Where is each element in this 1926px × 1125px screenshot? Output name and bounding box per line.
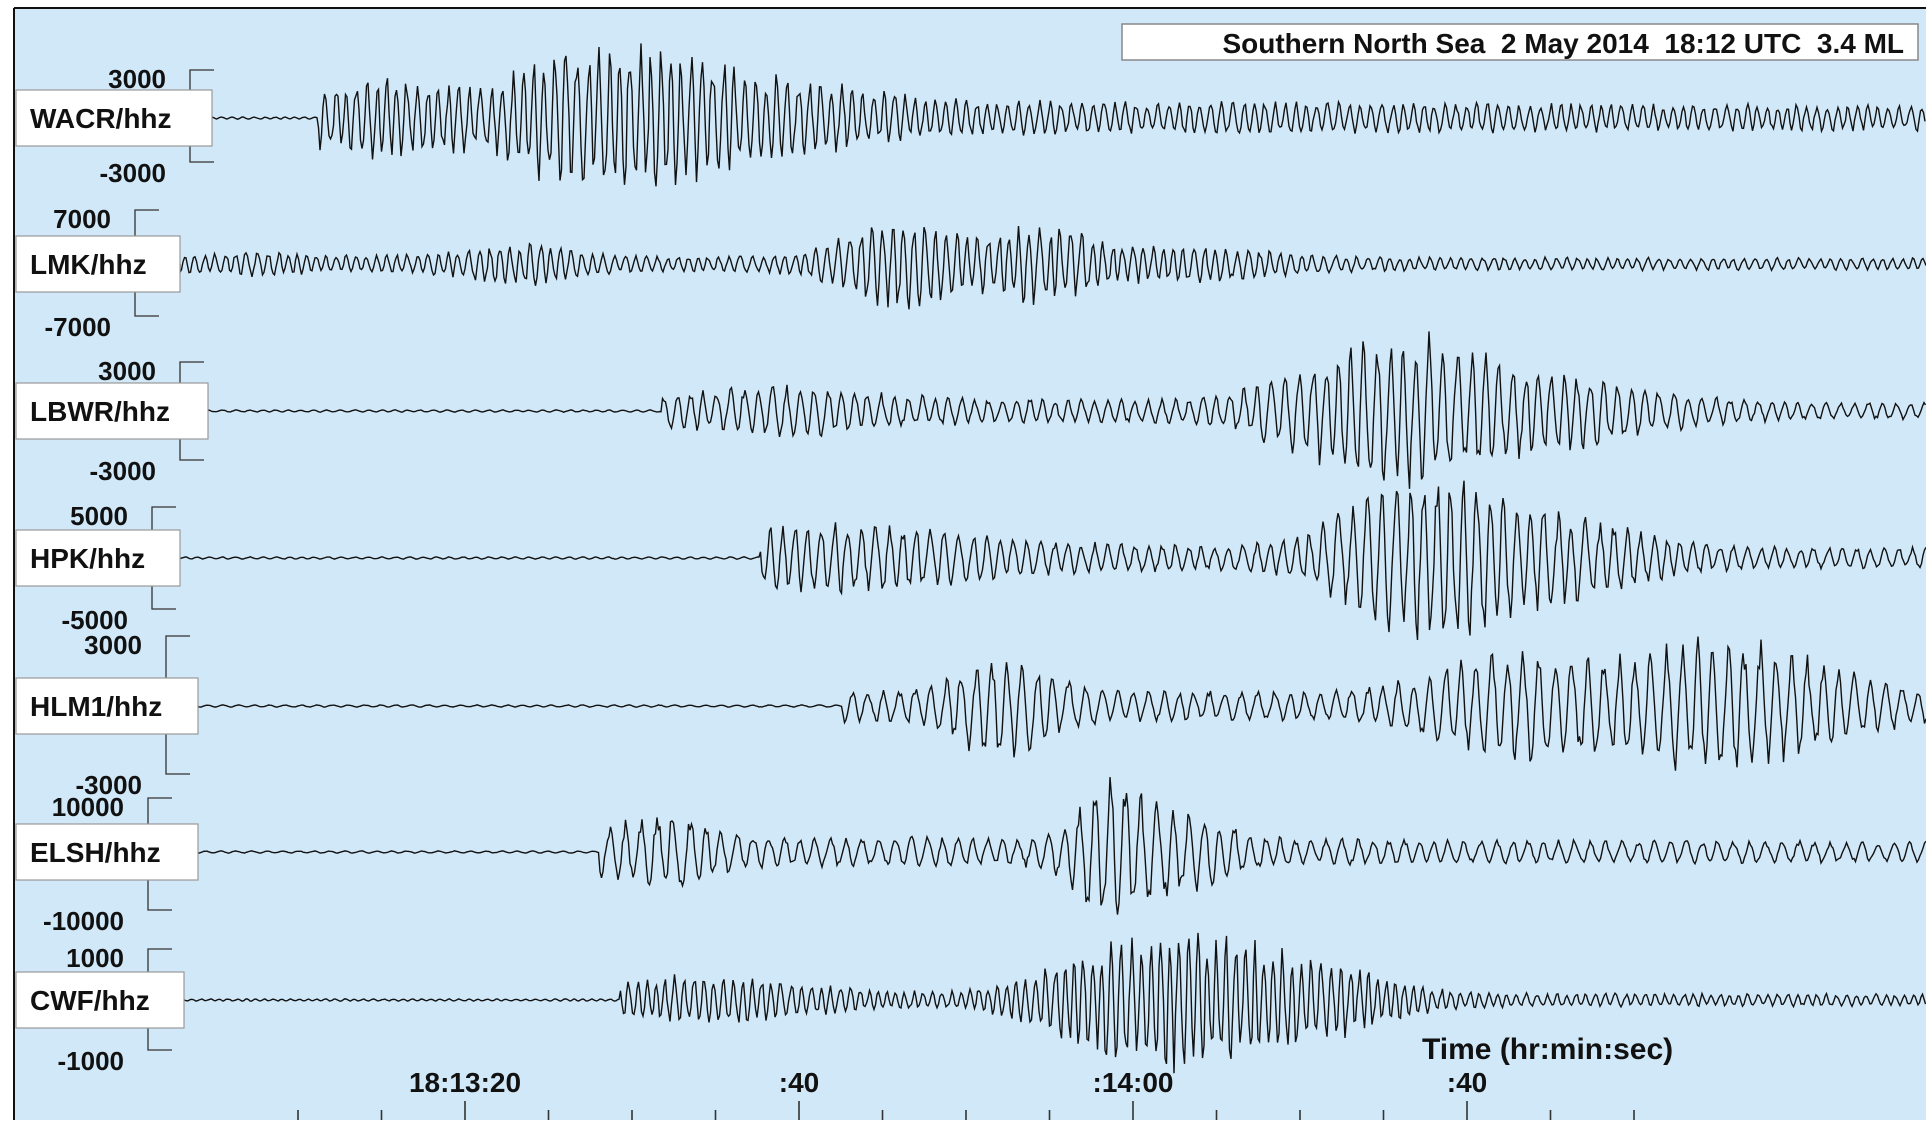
chart-title: Southern North Sea 2 May 2014 18:12 UTC … [1222,28,1904,59]
y-max-label: 5000 [70,501,128,531]
y-max-label: 3000 [98,356,156,386]
y-min-label: -3000 [100,158,167,188]
y-min-label: -1000 [58,1046,125,1076]
y-min-label: -7000 [45,312,112,342]
x-tick-label: :40 [1447,1067,1487,1098]
channel-label: LBWR/hhz [30,396,170,427]
channel-label-box [15,235,181,293]
y-min-label: -3000 [90,456,157,486]
trace-line [197,636,1926,771]
trace-group [179,43,1926,1074]
channel-label: LMK/hhz [30,249,147,280]
x-axis-title: Time (hr:min:sec) [1422,1033,1673,1066]
trace-line [211,43,1926,187]
y-max-label: 1000 [66,943,124,973]
trace-line [179,225,1926,310]
channel-label-group: 3000 -3000 WACR/hhz 7000 -7000 LMK/hhz 3000 -30… [15,64,214,1076]
title-box: Southern North Sea 2 May 2014 18:12 UTC … [1121,23,1919,61]
channel-label-box [15,382,209,440]
channel-label: CWF/hhz [30,985,150,1016]
y-min-label: -10000 [43,906,124,936]
y-max-label: 3000 [108,64,166,94]
channel-label: WACR/hhz [30,103,172,134]
channel-label-box [15,89,213,147]
trace-line [207,331,1926,489]
y-max-label: 10000 [52,792,124,822]
y-max-label: 3000 [84,630,142,660]
channel-label-box [15,529,181,587]
channel-label-box [15,971,185,1029]
channel-label: ELSH/hhz [30,837,161,868]
trace-line [179,480,1926,641]
y-min-label: -5000 [62,605,129,635]
trace-line [183,932,1926,1074]
trace-line [197,777,1926,915]
channel-label-box [15,823,199,881]
x-tick-label: 18:13:20 [409,1067,521,1098]
channel-label: HLM1/hhz [30,691,162,722]
y-min-label: -3000 [76,770,143,800]
x-tick-label: :40 [779,1067,819,1098]
plot-background [14,8,1926,1120]
time-axis: 18:13:20 :40 :14:00 :40 [297,1067,1635,1120]
y-max-label: 7000 [53,204,111,234]
x-tick-label: :14:00 [1093,1067,1174,1098]
channel-label-box [15,677,199,735]
channel-label: HPK/hhz [30,543,145,574]
